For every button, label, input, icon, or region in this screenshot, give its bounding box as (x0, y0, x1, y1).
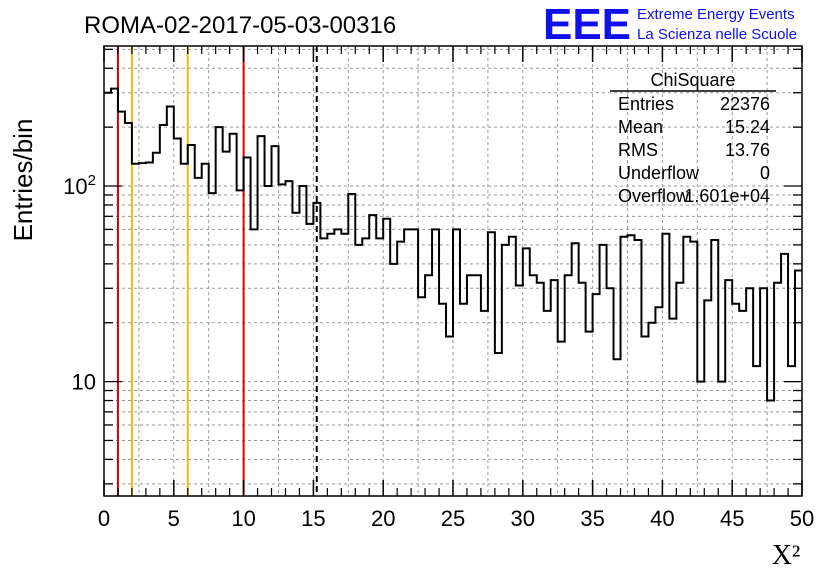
stats-value: 22376 (720, 94, 770, 114)
x-tick-label: 25 (441, 506, 465, 531)
eee-logo-mark: EEE (543, 0, 631, 49)
x-tick-label: 10 (231, 506, 255, 531)
x-tick-label: 0 (98, 506, 110, 531)
y-tick-label: 10 (72, 370, 96, 395)
reference-lines (116, 46, 318, 496)
x-tick-label: 45 (720, 506, 744, 531)
eee-logo: EEE Extreme Energy Events La Scienza nel… (543, 0, 797, 49)
axes: 0 5 10 15 20 25 30 35 40 45 50 10 102 (63, 45, 814, 531)
stats-title: ChiSquare (650, 70, 735, 90)
x-tick-label: 15 (301, 506, 325, 531)
stats-label: Entries (618, 94, 674, 114)
histogram-series (104, 87, 802, 402)
stats-label: Underflow (618, 163, 700, 183)
stats-value: 0 (760, 163, 770, 183)
y-tick-label: 102 (63, 172, 96, 199)
stats-value: 1.601e+04 (684, 186, 770, 206)
eee-logo-line1: Extreme Energy Events (637, 6, 795, 23)
y-axis-label: Entries/bin (8, 119, 38, 242)
x-tick-label: 20 (371, 506, 395, 531)
x-tick-label: 35 (580, 506, 604, 531)
stats-value: 15.24 (725, 117, 770, 137)
stats-box: ChiSquare Entries 22376 Mean 15.24 RMS 13.76 U… (610, 70, 776, 206)
x-tick-label: 50 (790, 506, 814, 531)
eee-logo-line2: La Scienza nelle Scuole (637, 26, 797, 43)
x-axis-label: X² (772, 540, 801, 571)
x-tick-label: 5 (168, 506, 180, 531)
stats-label: Overflow (618, 186, 690, 206)
run-title: ROMA-02-2017-05-03-00316 (84, 12, 396, 39)
x-tick-label: 30 (511, 506, 535, 531)
stats-label: Mean (618, 117, 663, 137)
x-tick-label: 40 (650, 506, 674, 531)
stats-value: 13.76 (725, 140, 770, 160)
stats-label: RMS (618, 140, 658, 160)
